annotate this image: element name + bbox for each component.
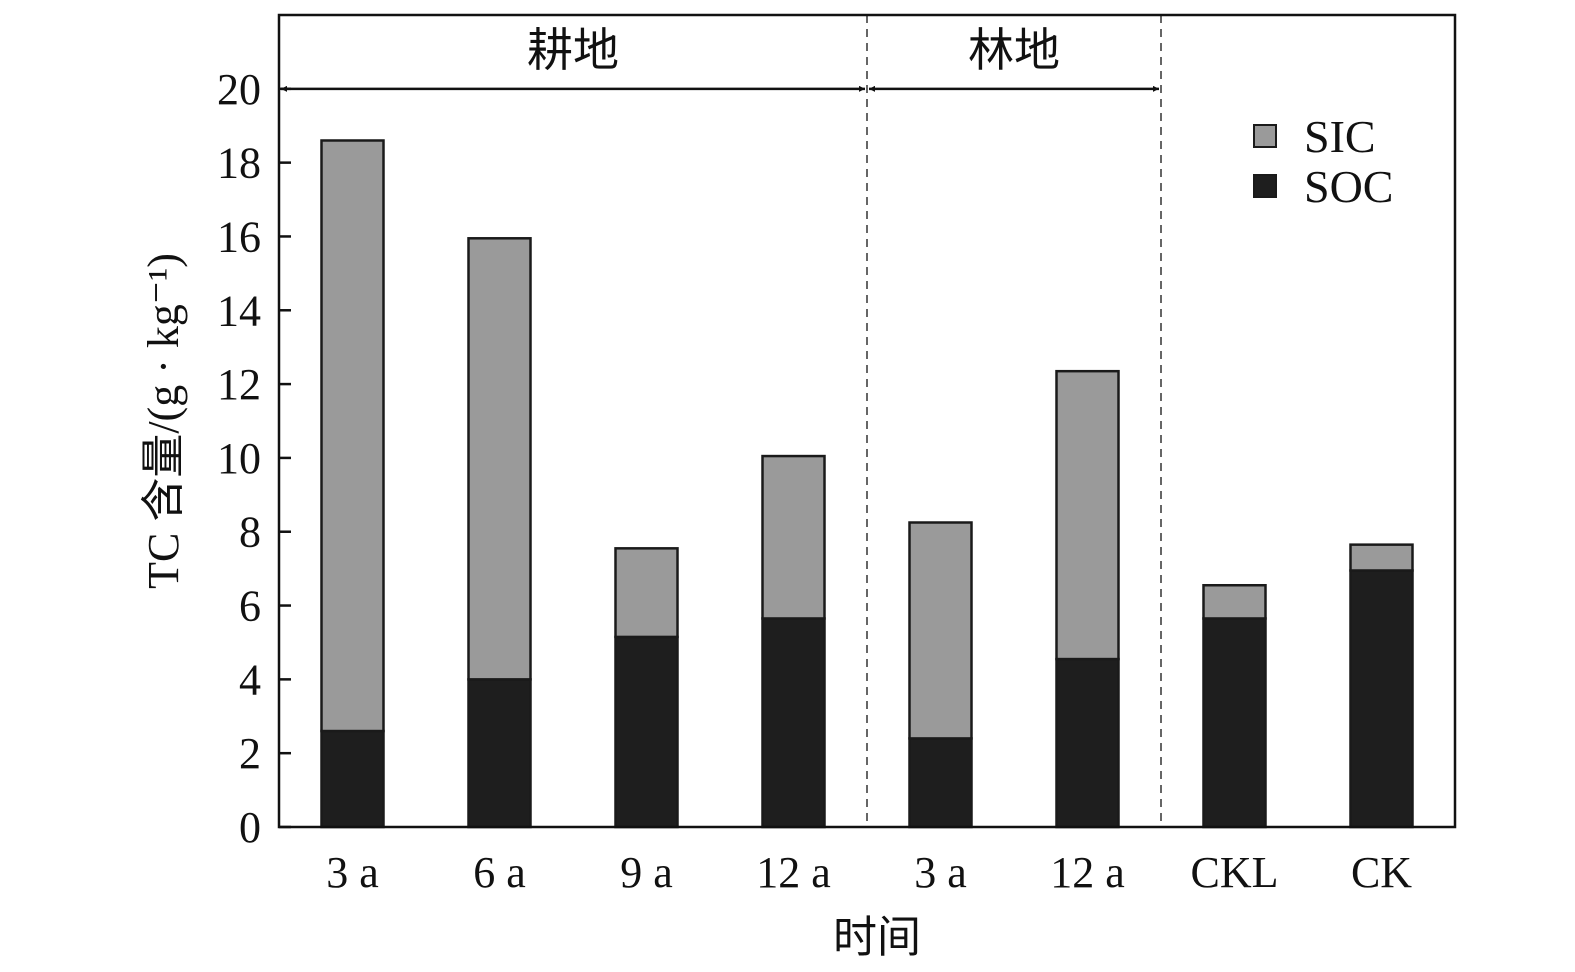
bar-soc-5 — [1055, 657, 1120, 829]
x-tick-label: 9 a — [620, 848, 673, 897]
legend-swatch-soc — [1253, 174, 1277, 198]
x-tick-label: CKL — [1191, 848, 1279, 897]
bar-soc-4 — [908, 737, 973, 829]
plot-frame — [277, 13, 1457, 829]
x-axis-label: 时间 — [833, 913, 921, 962]
y-tick-label: 8 — [239, 508, 261, 557]
x-tick-label: 3 a — [326, 848, 379, 897]
bar-sic-2 — [614, 547, 679, 639]
y-tick-label: 4 — [239, 655, 261, 704]
y-tick-label: 16 — [217, 212, 261, 261]
bars-layer — [320, 139, 1414, 829]
x-tick-label: 12 a — [1050, 848, 1125, 897]
bar-soc-0 — [320, 729, 385, 829]
y-axis-label: TC 含量/(g · kg⁻¹) — [139, 253, 188, 589]
bar-sic-4 — [908, 521, 973, 740]
y-tick-label: 12 — [217, 360, 261, 409]
bar-soc-7 — [1349, 569, 1414, 829]
y-tick-label: 6 — [239, 582, 261, 631]
bar-sic-5 — [1055, 369, 1120, 661]
y-tick-label: 14 — [217, 286, 261, 335]
bar-sic-6 — [1202, 583, 1267, 620]
group-dividers — [866, 15, 1162, 827]
x-tick-label: 12 a — [756, 848, 831, 897]
x-axis: 3 a 6 a 9 a 12 a 3 a 12 a CKL CK — [326, 848, 1412, 897]
group-label: 耕地 — [527, 25, 619, 76]
bar-sic-7 — [1349, 543, 1414, 572]
y-tick-label: 2 — [239, 729, 261, 778]
legend-swatch-sic — [1253, 124, 1277, 148]
y-tick-label: 20 — [217, 65, 261, 114]
bar-soc-3 — [761, 617, 826, 829]
x-tick-label: 3 a — [914, 848, 967, 897]
y-tick-label: 10 — [217, 434, 261, 483]
y-tick-label: 18 — [217, 139, 261, 188]
legend-label-sic: SIC — [1304, 111, 1376, 162]
y-tick-label: 0 — [239, 803, 261, 852]
bar-sic-0 — [320, 139, 385, 733]
x-tick-label: CK — [1351, 848, 1412, 897]
group-label: 林地 — [968, 25, 1060, 76]
bar-soc-6 — [1202, 617, 1267, 829]
legend-label-soc: SOC — [1304, 161, 1393, 212]
bar-sic-3 — [761, 454, 826, 620]
group-annotations: 耕地 林地 — [281, 25, 1159, 92]
bar-soc-2 — [614, 635, 679, 829]
y-axis: 0 2 4 6 8 10 12 14 16 18 20 — [217, 65, 291, 852]
bar-sic-1 — [467, 237, 532, 681]
bar-soc-1 — [467, 678, 532, 829]
x-tick-label: 6 a — [473, 848, 526, 897]
